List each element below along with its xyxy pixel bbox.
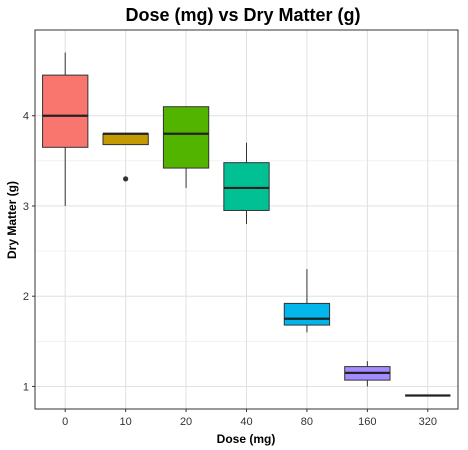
y-tick-label: 2	[23, 291, 29, 303]
y-tick-label: 1	[23, 381, 29, 393]
chart-title: Dose (mg) vs Dry Matter (g)	[125, 5, 360, 25]
x-tick-label: 0	[62, 416, 68, 428]
y-tick-label: 3	[23, 201, 29, 213]
box-layer	[42, 52, 451, 397]
box-10	[102, 132, 149, 182]
box-160	[344, 361, 391, 387]
box-80	[283, 269, 331, 333]
x-tick-label: 80	[301, 416, 313, 428]
x-tick-label: 20	[180, 416, 192, 428]
x-tick-label: 320	[419, 416, 437, 428]
y-tick-label: 4	[23, 111, 29, 123]
box-iqr	[42, 74, 89, 148]
outlier-point	[123, 176, 129, 182]
box-0	[42, 52, 89, 206]
box-iqr	[223, 162, 270, 211]
x-tick-label: 10	[120, 416, 132, 428]
x-axis-title: Dose (mg)	[217, 432, 276, 446]
box-iqr	[102, 133, 149, 146]
box-iqr	[283, 302, 331, 326]
box-40	[223, 142, 270, 225]
box-20	[162, 106, 210, 188]
x-tick-label: 160	[358, 416, 376, 428]
y-axis-title: Dry Matter (g)	[5, 181, 19, 259]
x-tick-label: 40	[240, 416, 252, 428]
box-iqr	[162, 106, 210, 169]
